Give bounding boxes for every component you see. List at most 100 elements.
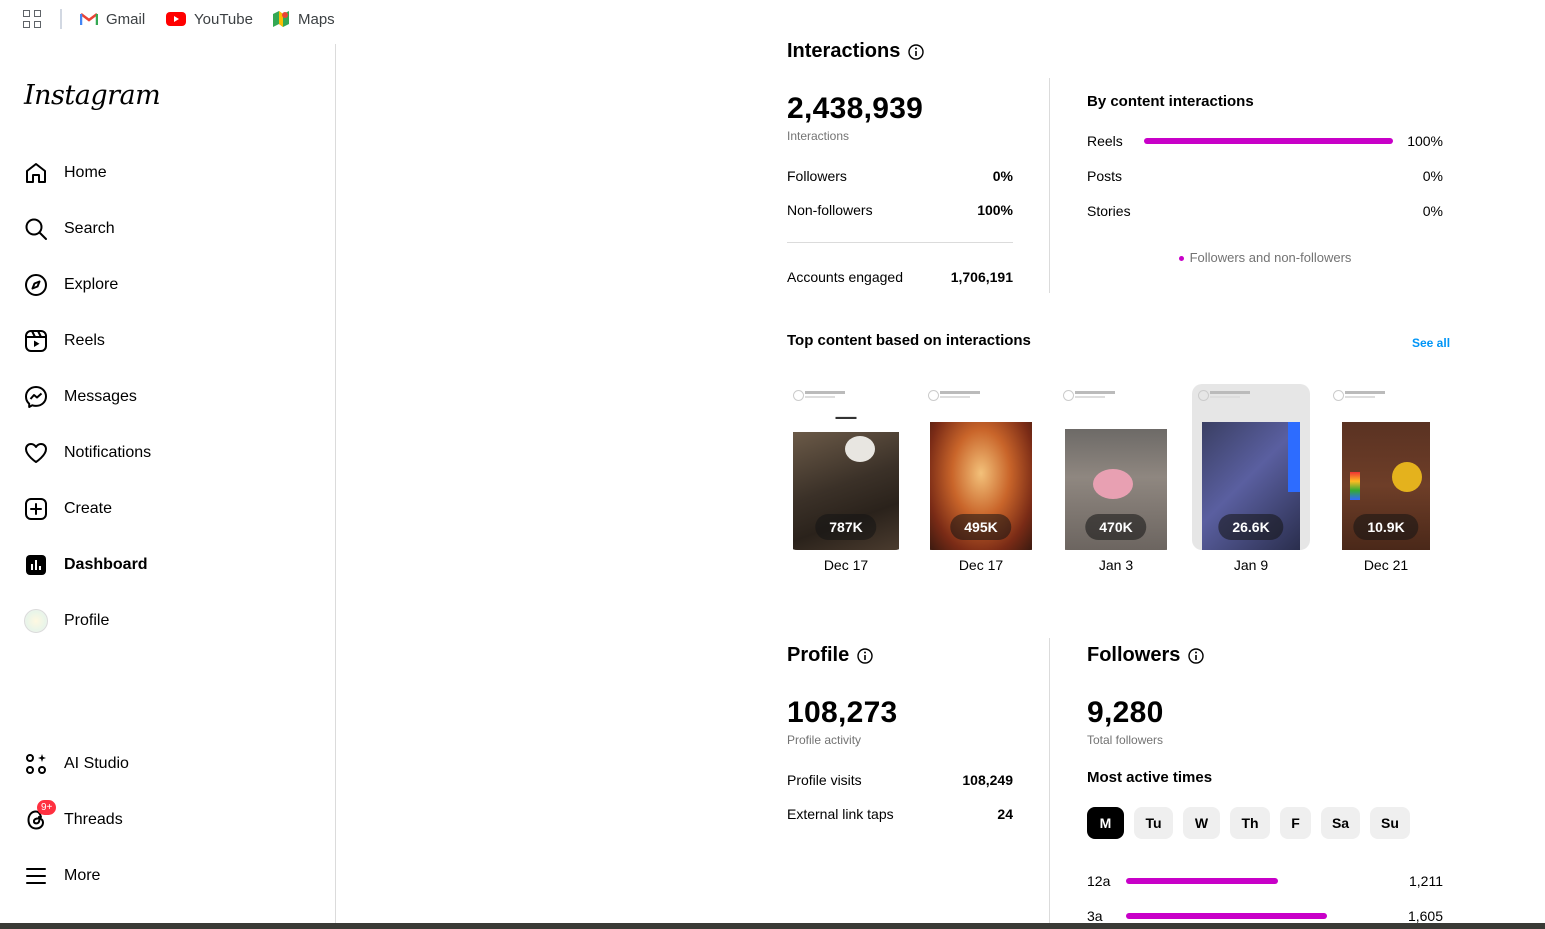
content-row-stories: Stories — [1087, 202, 1131, 220]
section-title: Profile — [787, 644, 850, 666]
hour-label: 3a — [1087, 908, 1103, 924]
vertical-divider — [1049, 78, 1050, 293]
external-link-taps-row: External link taps 24 — [787, 806, 1013, 822]
top-content-thumbnail[interactable]: 26.6K — [1192, 384, 1310, 550]
content-row-label: Stories — [1087, 203, 1131, 219]
interaction-count: 10.9K — [1353, 514, 1419, 540]
notification-badge: 9+ — [37, 800, 57, 815]
row-value: 100% — [977, 202, 1013, 218]
sidebar-item-explore[interactable]: Explore — [24, 271, 118, 299]
sidebar-item-profile[interactable]: Profile — [24, 607, 109, 635]
thumb-username — [1210, 391, 1250, 394]
day-chip-thursday[interactable]: Th — [1230, 807, 1270, 839]
thumb-handle — [1075, 396, 1105, 398]
top-content-thumbnail[interactable]: 470K — [1057, 384, 1175, 550]
legend-label: Followers and non-followers — [1189, 250, 1352, 265]
instagram-logo[interactable]: Instagram — [24, 80, 161, 111]
sidebar-item-messages[interactable]: Messages — [24, 383, 137, 411]
plus-square-icon — [24, 497, 48, 521]
sidebar-item-more[interactable]: More — [24, 862, 100, 890]
dashboard-icon — [24, 553, 48, 577]
thumb-caption: ▬▬▬ — [835, 414, 857, 421]
thumb-avatar — [793, 390, 804, 401]
thumb-avatar — [1198, 390, 1209, 401]
maps-icon — [273, 11, 289, 27]
day-chip-saturday[interactable]: Sa — [1321, 807, 1360, 839]
day-chip-sunday[interactable]: Su — [1370, 807, 1410, 839]
sidebar-item-label: More — [64, 867, 101, 884]
row-label: External link taps — [787, 806, 894, 822]
avatar-wrapper — [24, 609, 48, 633]
hour-bar — [1126, 878, 1278, 884]
top-content-thumbnail[interactable]: ▬▬▬ 787K — [787, 384, 905, 550]
bookmark-label: Maps — [298, 10, 335, 28]
thumb-handle — [1210, 396, 1240, 398]
row-value: 108,249 — [962, 772, 1013, 788]
see-all-link[interactable]: See all — [1412, 336, 1451, 350]
day-chip-friday[interactable]: F — [1280, 807, 1311, 839]
sidebar-item-threads[interactable]: 9+ Threads — [24, 800, 123, 834]
top-content-title: Top content based on interactions — [787, 332, 1031, 349]
sidebar-nav: Instagram Home Search Explore Reels Mess… — [0, 44, 336, 929]
sidebar-item-search[interactable]: Search — [24, 215, 115, 243]
threads-icon: 9+ — [24, 800, 57, 832]
thumb-date: Dec 21 — [1363, 557, 1409, 573]
hour-bar — [1126, 913, 1327, 919]
hour-value: 1,605 — [1407, 908, 1443, 924]
interaction-count: 26.6K — [1218, 514, 1284, 540]
sidebar-item-create[interactable]: Create — [24, 495, 112, 523]
thumb-username — [1345, 391, 1385, 394]
ai-studio-icon — [24, 752, 48, 776]
sidebar-item-label: Threads — [64, 811, 123, 828]
thumb-date: Dec 17 — [823, 557, 869, 573]
day-chip-monday[interactable]: M — [1087, 807, 1124, 839]
sidebar-item-dashboard[interactable]: Dashboard — [24, 551, 148, 579]
taskbar-edge — [0, 923, 1545, 929]
thumb-handle — [940, 396, 970, 398]
thumb-avatar — [1063, 390, 1074, 401]
day-chip-tuesday[interactable]: Tu — [1134, 807, 1173, 839]
thumb-username — [940, 391, 980, 394]
row-label: Followers — [787, 168, 847, 184]
top-content-thumbnail[interactable]: 495K — [922, 384, 1040, 550]
top-content-thumbnail[interactable]: 10.9K — [1327, 384, 1445, 550]
sidebar-item-label: Notifications — [64, 444, 152, 461]
divider — [787, 242, 1013, 243]
interaction-count: 470K — [1085, 514, 1147, 540]
apps-grid-icon[interactable] — [23, 10, 41, 28]
sidebar-item-label: AI Studio — [64, 755, 129, 772]
bookmark-maps[interactable]: Maps — [272, 9, 335, 29]
sidebar-item-ai-studio[interactable]: AI Studio — [24, 750, 129, 778]
thumb-date: Dec 17 — [958, 557, 1004, 573]
interactions-heading: Interactions — [787, 40, 925, 63]
interaction-count: 495K — [950, 514, 1012, 540]
avatar — [24, 609, 48, 633]
sidebar-item-reels[interactable]: Reels — [24, 327, 105, 355]
bookmarks-bar: Gmail YouTube Maps — [0, 0, 1545, 38]
info-icon[interactable] — [857, 647, 873, 664]
content-row-value: 0% — [1422, 203, 1443, 219]
sidebar-item-label: Messages — [64, 388, 137, 405]
info-icon[interactable] — [1188, 647, 1205, 664]
chart-legend: Followers and non-followers — [1087, 250, 1443, 265]
reels-icon — [24, 329, 48, 353]
section-title: Followers — [1087, 644, 1181, 666]
youtube-icon — [166, 12, 186, 26]
profile-heading: Profile — [787, 644, 873, 667]
search-icon — [24, 217, 48, 241]
sidebar-item-home[interactable]: Home — [24, 159, 107, 187]
most-active-times-title: Most active times — [1087, 769, 1213, 786]
followers-total-label: Total followers — [1087, 733, 1164, 747]
bookmark-gmail[interactable]: Gmail — [80, 9, 145, 29]
content-row-reels: Reels — [1087, 132, 1123, 150]
thumb-date: Jan 9 — [1233, 557, 1269, 573]
info-icon[interactable] — [908, 43, 925, 60]
bookmark-youtube[interactable]: YouTube — [166, 9, 253, 29]
followers-heading: Followers — [1087, 644, 1205, 667]
sidebar-item-label: Explore — [64, 276, 119, 293]
sidebar-item-notifications[interactable]: Notifications — [24, 439, 151, 467]
day-chip-wednesday[interactable]: W — [1183, 807, 1220, 839]
interactions-total: 2,438,939 — [787, 92, 924, 125]
content-row-value: 100% — [1407, 133, 1443, 149]
interaction-count: 787K — [815, 514, 877, 540]
